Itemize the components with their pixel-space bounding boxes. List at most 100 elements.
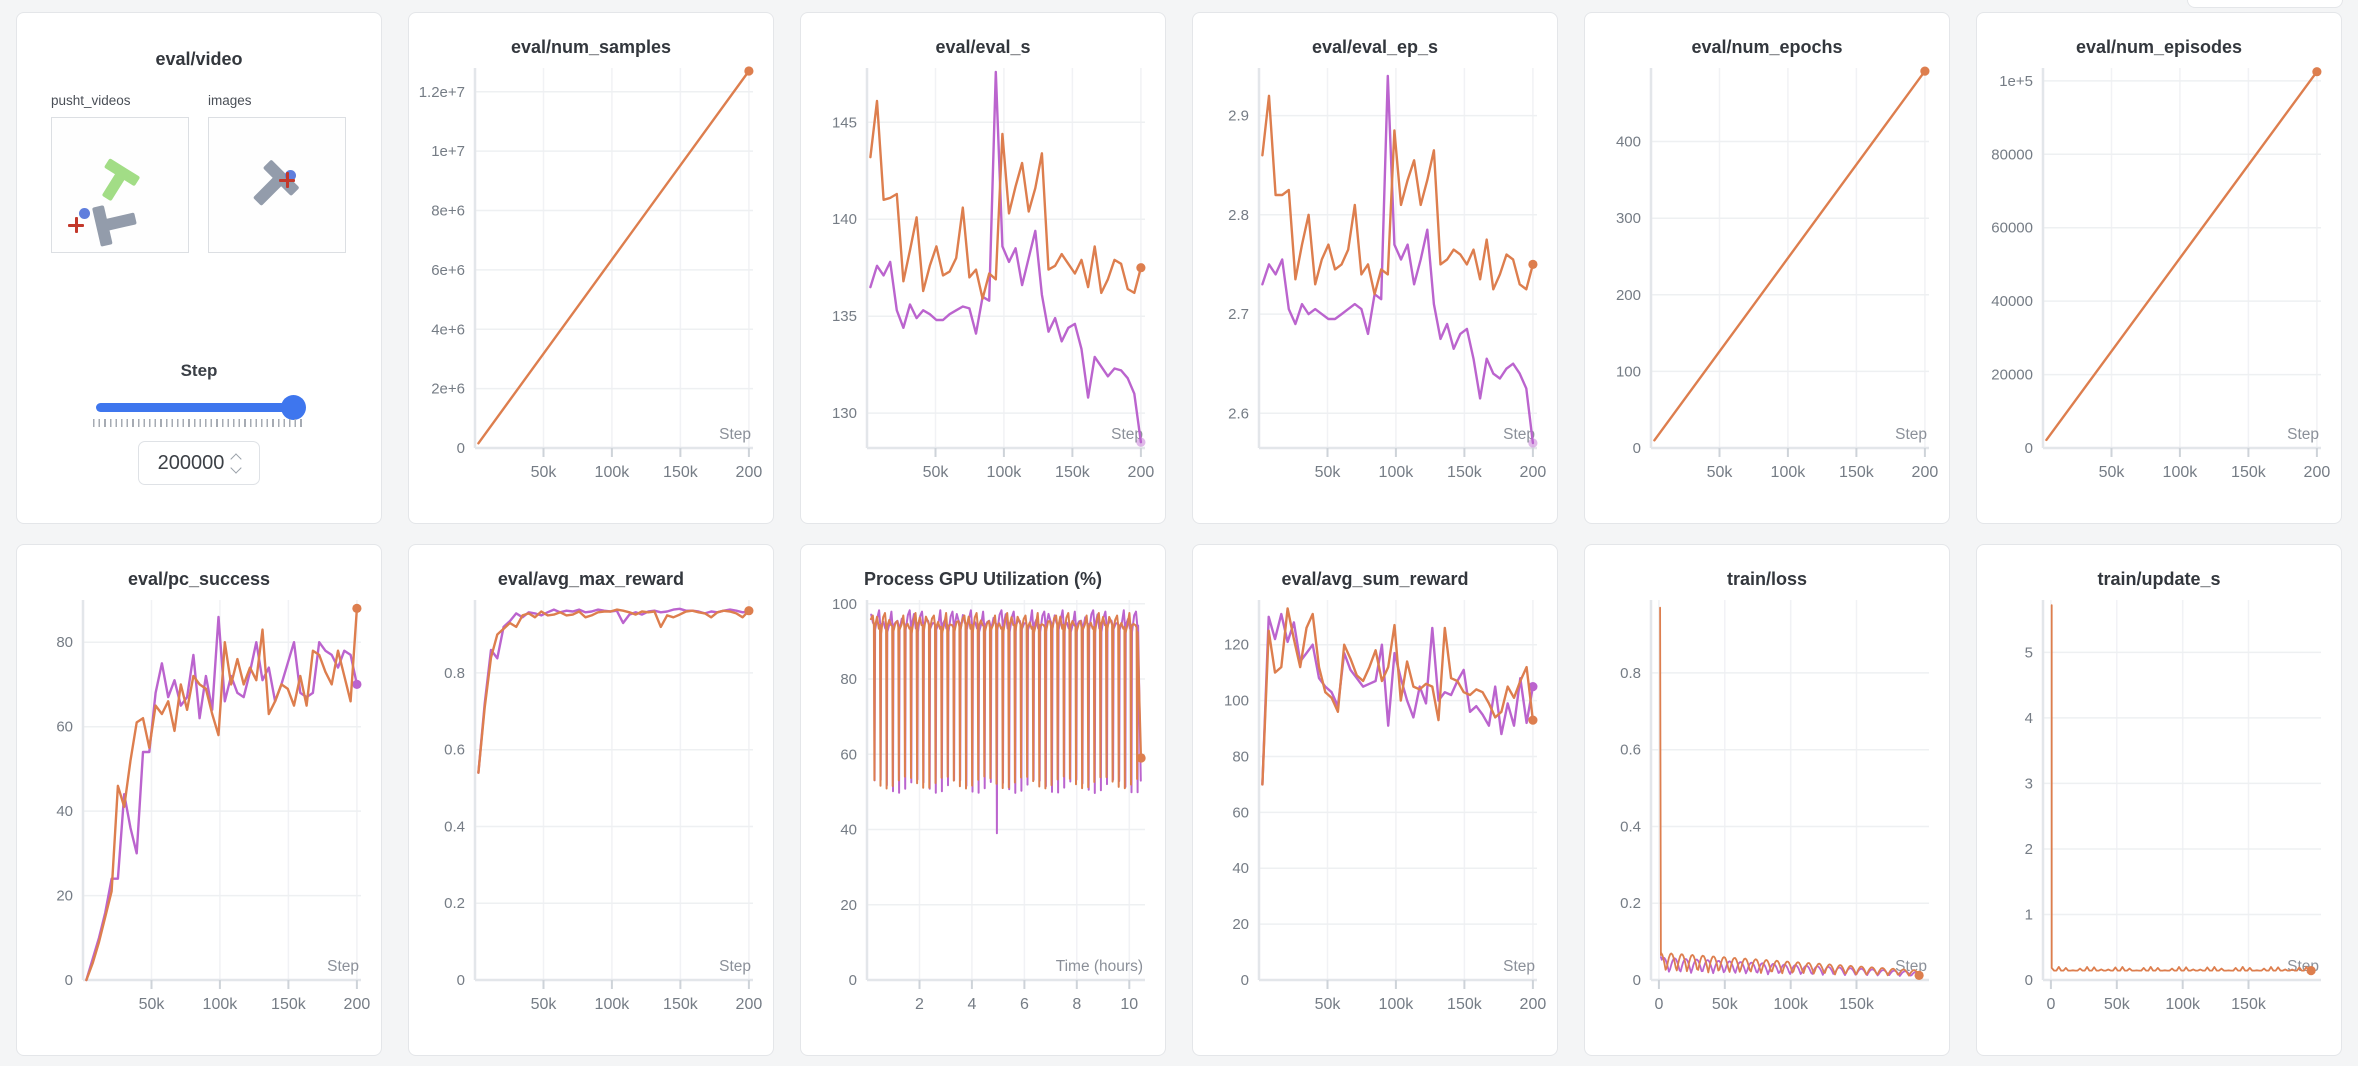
svg-text:200: 200 — [344, 996, 371, 1013]
svg-text:200: 200 — [2304, 464, 2331, 481]
chart-plot[interactable]: 0 20 40 60 80 100 120 50k 100k 150k 200 Step — [1193, 592, 1557, 1026]
svg-text:2.9: 2.9 — [1228, 108, 1249, 125]
svg-text:8: 8 — [1072, 996, 1081, 1013]
svg-text:100k: 100k — [1379, 464, 1415, 481]
chart-panel: Process GPU Utilization (%) 0 20 40 60 80 100… — [800, 544, 1166, 1056]
svg-text:Step: Step — [327, 958, 359, 975]
chart-svg[interactable]: 0 20000 40000 60000 80000 1e+5 50k 100k 150k 200 S… — [1987, 60, 2331, 494]
svg-text:60000: 60000 — [1991, 220, 2033, 237]
svg-text:6: 6 — [1020, 996, 1029, 1013]
chart-plot[interactable]: 0 20000 40000 60000 80000 1e+5 50k 100k 150k 200 S… — [1977, 60, 2341, 494]
chart-title: train/loss — [1726, 569, 1808, 589]
svg-text:80000: 80000 — [1991, 146, 2033, 163]
chart-plot[interactable]: 0 20 40 60 80 100 2 4 6 8 10 Time (hours) — [801, 592, 1165, 1026]
chart-title: eval/pc_success — [127, 569, 271, 589]
svg-text:100k: 100k — [1771, 464, 1807, 481]
svg-text:150k: 150k — [663, 996, 699, 1013]
svg-text:50k: 50k — [2104, 996, 2131, 1013]
svg-text:8e+6: 8e+6 — [431, 203, 465, 220]
step-slider-thumb[interactable] — [281, 395, 306, 420]
svg-text:1.2e+7: 1.2e+7 — [419, 84, 465, 101]
chart-plot[interactable]: 0 2e+6 4e+6 6e+6 8e+6 1e+7 1.2e+7 50k 100k 150k 20… — [409, 60, 773, 494]
step-slider-ruler — [93, 419, 305, 427]
svg-text:150k: 150k — [663, 464, 699, 481]
svg-text:0: 0 — [1633, 440, 1641, 457]
chart-panel: eval/avg_max_reward 0 0.2 0.4 0.6 0.8 50k 100k… — [408, 544, 774, 1056]
chart-panel: eval/pc_success 0 20 40 60 80 50k 100k 150k 200 S… — [16, 544, 382, 1056]
images-thumbnail[interactable] — [208, 117, 346, 253]
chart-panel: eval/num_samples 0 2e+6 4e+6 6e+6 8e+6 1e+7 1.… — [408, 12, 774, 524]
chart-svg[interactable]: 0 100 200 300 400 50k 100k 150k 200 Step — [1595, 60, 1939, 494]
svg-text:2.8: 2.8 — [1228, 207, 1249, 224]
chart-svg[interactable]: 0 2e+6 4e+6 6e+6 8e+6 1e+7 1.2e+7 50k 100k 150k 20… — [419, 60, 763, 494]
chart-plot[interactable]: 0 20 40 60 80 50k 100k 150k 200 Step — [17, 592, 381, 1026]
chart-plot[interactable]: 0 1 2 3 4 5 0 50k 100k 150k Step — [1977, 592, 2341, 1026]
svg-text:100k: 100k — [595, 996, 631, 1013]
chart-title: eval/num_epochs — [1691, 37, 1843, 57]
svg-text:2.6: 2.6 — [1228, 405, 1249, 422]
step-input-value[interactable]: 200000 — [157, 451, 225, 474]
svg-text:150k: 150k — [1447, 464, 1483, 481]
chart-plot[interactable]: 2.6 2.7 2.8 2.9 50k 100k 150k 200 Step — [1193, 60, 1557, 494]
svg-text:140: 140 — [832, 211, 857, 228]
step-input[interactable]: 200000 — [138, 441, 260, 485]
agent-dot — [285, 170, 296, 181]
svg-text:Step: Step — [1503, 426, 1535, 443]
chart-svg[interactable]: 2.6 2.7 2.8 2.9 50k 100k 150k 200 Step — [1203, 60, 1547, 494]
svg-text:300: 300 — [1616, 210, 1641, 227]
svg-text:100k: 100k — [1379, 996, 1415, 1013]
svg-text:1e+5: 1e+5 — [1999, 73, 2033, 90]
svg-text:0.6: 0.6 — [444, 742, 465, 759]
chart-panel: eval/num_epochs 0 100 200 300 400 50k 100k 150k… — [1584, 12, 1950, 524]
target-cross — [279, 172, 295, 188]
thumb-label-images: images — [208, 93, 252, 108]
svg-text:0: 0 — [2046, 996, 2055, 1013]
svg-text:150k: 150k — [271, 996, 307, 1013]
svg-text:200: 200 — [736, 996, 763, 1013]
gray-t-shape — [87, 195, 142, 250]
svg-text:200: 200 — [1616, 287, 1641, 304]
svg-text:100k: 100k — [203, 996, 239, 1013]
svg-text:200: 200 — [1128, 464, 1155, 481]
svg-text:Step: Step — [2287, 426, 2319, 443]
chart-svg[interactable]: 130 135 140 145 50k 100k 150k 200 Step — [811, 60, 1155, 494]
svg-text:50k: 50k — [2099, 464, 2126, 481]
chart-title: eval/eval_s — [935, 37, 1031, 57]
svg-text:50k: 50k — [1707, 464, 1734, 481]
svg-text:80: 80 — [56, 634, 73, 651]
partial-panel-cutoff — [2187, 0, 2343, 8]
svg-text:0.8: 0.8 — [444, 665, 465, 682]
step-slider[interactable] — [96, 395, 306, 420]
chart-plot[interactable]: 0 100 200 300 400 50k 100k 150k 200 Step — [1585, 60, 1949, 494]
chart-plot[interactable]: 0 0.2 0.4 0.6 0.8 0 50k 100k 150k Step — [1585, 592, 1949, 1026]
svg-text:Step: Step — [1111, 426, 1143, 443]
chart-svg[interactable]: 0 20 40 60 80 100 120 50k 100k 150k 200 Step — [1203, 592, 1547, 1026]
svg-text:50k: 50k — [923, 464, 950, 481]
svg-text:6e+6: 6e+6 — [431, 262, 465, 279]
svg-text:100k: 100k — [595, 464, 631, 481]
svg-text:10: 10 — [1120, 996, 1138, 1013]
target-cross — [68, 217, 84, 233]
svg-text:145: 145 — [832, 114, 857, 131]
svg-text:0: 0 — [1241, 972, 1249, 989]
svg-text:100k: 100k — [2163, 464, 2199, 481]
svg-text:20: 20 — [1232, 916, 1249, 933]
svg-text:4e+6: 4e+6 — [431, 321, 465, 338]
chart-plot[interactable]: 0 0.2 0.4 0.6 0.8 50k 100k 150k 200 Step — [409, 592, 773, 1026]
chart-svg[interactable]: 0 20 40 60 80 50k 100k 150k 200 Step — [27, 592, 371, 1026]
stepper-arrows-icon[interactable] — [230, 452, 243, 474]
svg-text:4: 4 — [967, 996, 976, 1013]
svg-text:120: 120 — [1224, 637, 1249, 654]
chart-plot[interactable]: 130 135 140 145 50k 100k 150k 200 Step — [801, 60, 1165, 494]
svg-text:0.2: 0.2 — [1620, 895, 1641, 912]
svg-text:0.4: 0.4 — [444, 819, 465, 836]
chart-svg[interactable]: 0 0.2 0.4 0.6 0.8 50k 100k 150k 200 Step — [419, 592, 763, 1026]
svg-text:150k: 150k — [2231, 464, 2267, 481]
svg-text:2.7: 2.7 — [1228, 306, 1249, 323]
chart-svg[interactable]: 0 20 40 60 80 100 2 4 6 8 10 Time (hours) — [811, 592, 1155, 1026]
pusht-video-thumbnail[interactable] — [51, 117, 189, 253]
svg-text:2e+6: 2e+6 — [431, 381, 465, 398]
chart-svg[interactable]: 0 0.2 0.4 0.6 0.8 0 50k 100k 150k Step — [1595, 592, 1939, 1026]
